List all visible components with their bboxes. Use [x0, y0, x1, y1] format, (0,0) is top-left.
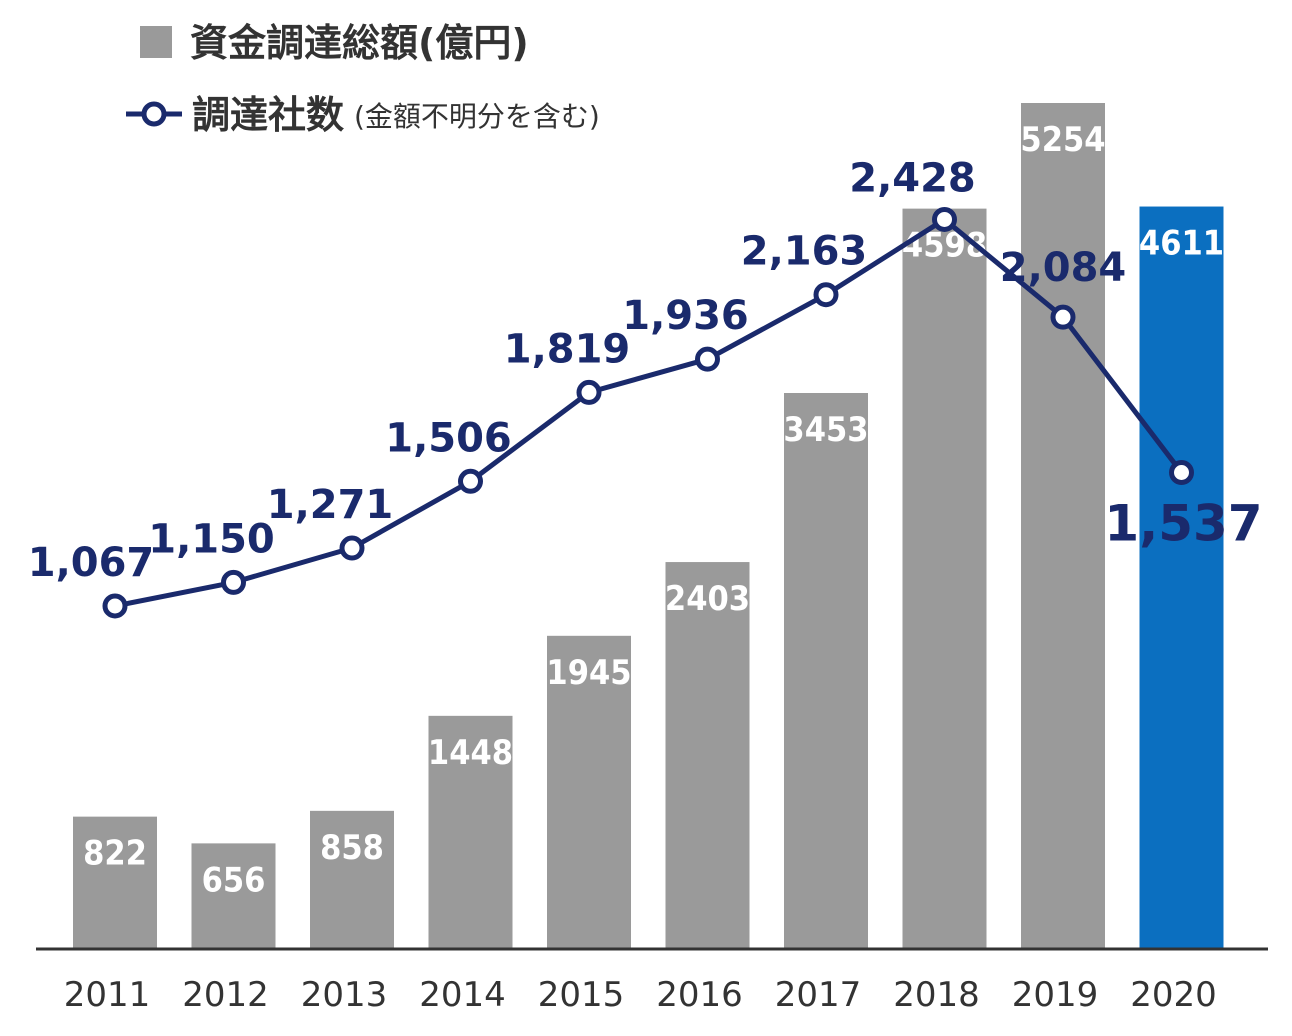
line-path [114, 216, 1184, 609]
line-value-label-2019: 2,084 [1000, 245, 1127, 291]
bar-2015 [547, 635, 631, 949]
line-value-label-2017: 2,163 [741, 229, 868, 275]
line-point-2016 [695, 346, 720, 372]
x-tick-2018: 2018 [893, 975, 980, 1015]
bar-value-label-2017: 3453 [783, 410, 868, 450]
line-point-2019 [1050, 304, 1076, 330]
bar-2020 [1139, 206, 1224, 950]
bar-2019 [1021, 103, 1105, 949]
bar-value-label-2011: 822 [83, 834, 147, 874]
line-value-label-2020: 1,537 [1104, 494, 1262, 552]
line-point-2011 [102, 593, 128, 619]
line-point-2015 [576, 379, 602, 405]
bar-value-label-2019: 5254 [1020, 120, 1105, 160]
bar-value-label-2012: 656 [202, 860, 266, 900]
line-value-label-2018: 2,428 [849, 155, 976, 201]
x-tick-2016: 2016 [656, 975, 743, 1015]
line-value-label-2016: 1,936 [622, 293, 749, 339]
x-tick-2019: 2019 [1012, 975, 1099, 1015]
x-tick-2017: 2017 [775, 975, 862, 1015]
bar-2011 [73, 816, 157, 949]
line-point-2017 [813, 282, 839, 308]
line-point-2012 [221, 569, 246, 595]
line-point-2013 [339, 535, 365, 561]
x-tick-2014: 2014 [419, 975, 506, 1015]
bar-value-label-2020: 4611 [1139, 224, 1224, 264]
x-tick-2013: 2013 [301, 975, 388, 1015]
bar-2013 [310, 810, 394, 949]
bar-2017 [784, 392, 868, 950]
bar-value-label-2016: 2403 [665, 579, 750, 619]
line-point-2020 [1169, 459, 1194, 485]
x-axis-ticks: 2011 2012 2013 2014 2015 2016 2017 2018 2019 2020 [64, 975, 1217, 1015]
line-point-2014 [458, 468, 483, 494]
line-value-label-2013: 1,271 [267, 482, 394, 528]
legend-line-marker [141, 101, 167, 127]
legend-bar-label: 資金調達総額(億円) [190, 21, 529, 65]
bar-2012 [191, 843, 276, 949]
x-tick-2020: 2020 [1130, 975, 1217, 1015]
legend-line-label: 調達社数 [192, 93, 344, 137]
bar-2014 [428, 715, 513, 949]
bar-2018 [902, 208, 987, 949]
legend-line-note: (金額不明分を含む) [354, 100, 600, 133]
line-point-2018 [932, 206, 957, 232]
x-tick-2011: 2011 [64, 975, 151, 1015]
line-value-label-2015: 1,819 [504, 326, 631, 372]
x-tick-2012: 2012 [182, 975, 269, 1015]
bar-2016 [665, 562, 750, 949]
line-value-label-2014: 1,506 [385, 415, 512, 461]
bar-value-label-2015: 1945 [546, 653, 631, 693]
x-tick-2015: 2015 [538, 975, 625, 1015]
bar-value-label-2014: 1448 [428, 733, 513, 773]
line-value-label-2011: 1,067 [28, 540, 155, 586]
bar-value-label-2013: 858 [320, 828, 384, 868]
line-value-label-2012: 1,150 [148, 516, 275, 562]
legend: 資金調達総額(億円) 調達社数 (金額不明分を含む) [126, 21, 600, 137]
legend-bar-swatch [140, 26, 172, 58]
